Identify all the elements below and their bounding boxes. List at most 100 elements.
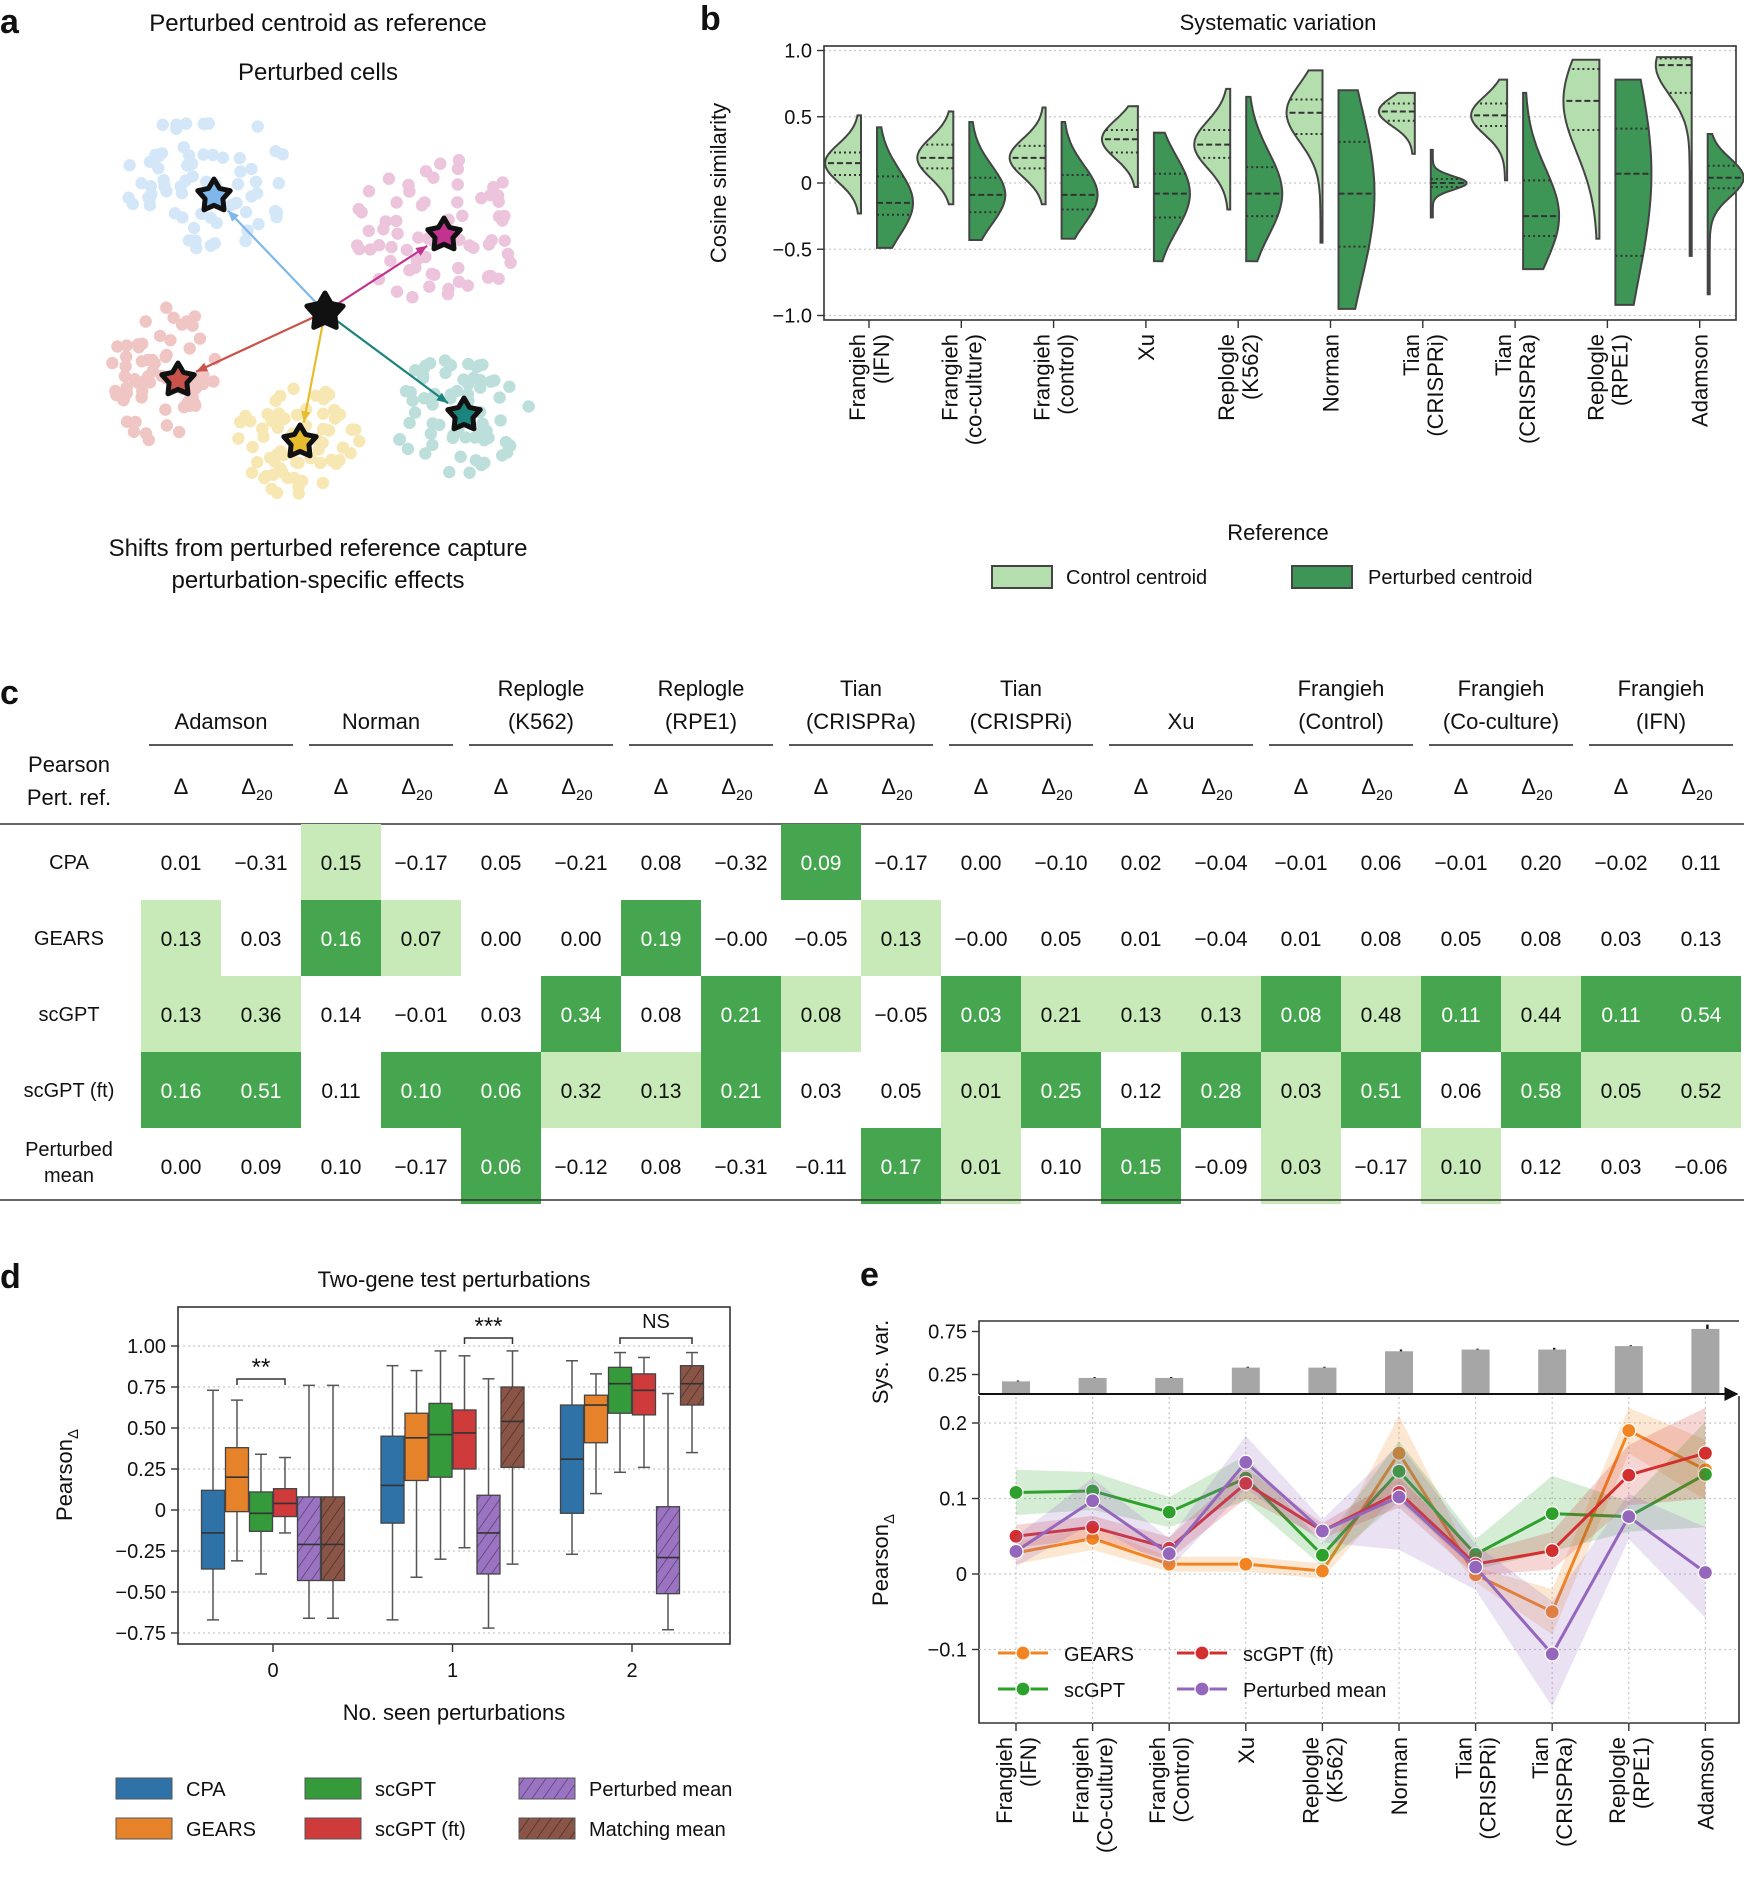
subheader-delta20-sub: 20	[1536, 787, 1553, 804]
table-cell-value: −0.21	[554, 852, 607, 875]
confidence-band	[1016, 1407, 1706, 1635]
perturbed-centroid-star-blue	[195, 176, 233, 213]
subheader-delta20: Δ20	[1521, 774, 1552, 804]
box-iqr	[583, 1394, 609, 1444]
cell-dot	[409, 261, 422, 274]
cell-dot	[193, 332, 207, 345]
cell-dot	[403, 185, 416, 198]
table-cell-value: 0.52	[1681, 1080, 1722, 1103]
table-cell-value: 0.03	[1281, 1156, 1322, 1179]
cell-dot	[207, 375, 220, 388]
cell-dot	[239, 205, 253, 219]
cell-dot	[384, 254, 397, 268]
table-cell-value: 0.10	[321, 1156, 362, 1179]
legend-item-cpa: CPA	[115, 1777, 226, 1801]
y-tick-label: 0.50	[127, 1418, 166, 1440]
cell-dot	[390, 196, 403, 209]
table-cell-value: 0.16	[161, 1080, 202, 1103]
cell-highlight-better	[541, 1052, 621, 1128]
panel-b-title: Systematic variation	[1180, 10, 1377, 35]
cell-dot	[245, 162, 258, 176]
cell-dot	[468, 431, 482, 444]
table-cell-value: 0.00	[481, 928, 522, 951]
table-cell-value: 0.28	[1201, 1080, 1242, 1103]
dataset-header-line1: Tian	[840, 676, 882, 701]
panel-letter-d: d	[0, 1258, 21, 1296]
cell-highlight-better	[1661, 1052, 1741, 1128]
cell-dot	[272, 177, 285, 190]
legend-swatch	[518, 1777, 576, 1800]
dataset-header-line2: Adamson	[175, 709, 268, 734]
x-tick-label: Replogle	[1605, 1737, 1630, 1824]
cell-dot	[270, 210, 283, 224]
table-cell-value: −0.32	[714, 852, 767, 875]
cell-dot	[268, 455, 281, 468]
cell-dot	[197, 117, 211, 131]
cell-dot	[177, 141, 190, 154]
table-cell-value: 0.13	[1121, 1004, 1162, 1027]
subheader-delta: Δ	[974, 774, 989, 799]
table-cell-value: 0.11	[1681, 852, 1720, 875]
panel-b-legend: Control centroid Perturbed centroid	[991, 565, 1533, 589]
cell-highlight-better	[141, 976, 221, 1052]
legend-label-control-centroid: Control centroid	[1066, 567, 1207, 589]
table-cell-value: 0.06	[481, 1156, 522, 1179]
table-cell-value: 0.21	[1041, 1004, 1082, 1027]
table-cell-value: 0.00	[961, 852, 1002, 875]
table-cell-value: 0.02	[1121, 852, 1162, 875]
cell-dot	[451, 178, 464, 191]
box-iqr	[476, 1494, 501, 1575]
cell-dot	[377, 223, 390, 236]
subheader-delta20-sub: 20	[576, 787, 593, 804]
table-cell-value: 0.10	[1041, 1156, 1082, 1179]
cell-dot	[423, 280, 436, 293]
box-cpa	[380, 1364, 405, 1621]
cell-highlight-better	[1101, 976, 1181, 1052]
cell-dot	[385, 240, 398, 254]
cell-dot	[498, 234, 511, 247]
table-cell-value: −0.00	[714, 928, 767, 951]
dataset-header-line2: (RPE1)	[665, 709, 737, 734]
dataset-header-line2: Xu	[1168, 709, 1195, 734]
violin-control-centroid-body	[1470, 78, 1509, 182]
table-cell-value: 0.32	[561, 1080, 602, 1103]
subheader-delta20: Δ20	[721, 774, 752, 804]
row-label: CPA	[49, 852, 89, 874]
shift-arrow-red	[195, 311, 326, 373]
dataset-header-line1: Frangieh	[1458, 676, 1545, 701]
data-point	[1238, 1556, 1254, 1572]
cell-dot	[139, 315, 152, 328]
x-tick-label: (RPE1)	[1629, 1737, 1654, 1809]
cell-highlight-best	[861, 1128, 941, 1204]
violin-perturbed-centroid	[1522, 91, 1561, 271]
data-point	[1544, 1542, 1560, 1559]
cell-dot	[404, 385, 417, 399]
table-cell-value: 0.09	[241, 1156, 282, 1179]
table-cell-value: 0.05	[1441, 928, 1482, 951]
box-cpa	[559, 1360, 585, 1556]
data-point	[1161, 1504, 1177, 1520]
data-point	[1621, 1509, 1637, 1525]
cell-dot	[351, 239, 364, 252]
violin-perturbed-centroid-body	[1060, 120, 1099, 240]
cell-dot	[424, 427, 437, 440]
x-tick-label: (CRISPRa)	[1515, 334, 1540, 444]
x-tick-label: Frangieh	[937, 334, 962, 421]
violin-perturbed-centroid	[1429, 148, 1468, 219]
cell-dot	[496, 176, 509, 189]
cell-dot	[446, 431, 459, 445]
cell-dot	[462, 357, 475, 371]
table-cell-value: 0.06	[1361, 852, 1402, 875]
box-iqr	[500, 1386, 525, 1469]
cell-dot	[170, 118, 183, 131]
x-tick-label: (RPE1)	[1607, 334, 1632, 406]
subheader-delta20-main: Δ	[1521, 774, 1536, 799]
table-cell-value: 0.03	[1601, 928, 1642, 951]
box-iqr	[631, 1373, 657, 1416]
cell-dot	[442, 282, 455, 296]
cell-dot	[183, 342, 196, 355]
violin-control-centroid-body	[1377, 91, 1416, 155]
arrowhead-red	[196, 362, 209, 372]
cell-highlight-best	[1181, 1052, 1261, 1128]
legend-label: Matching mean	[589, 1819, 726, 1841]
